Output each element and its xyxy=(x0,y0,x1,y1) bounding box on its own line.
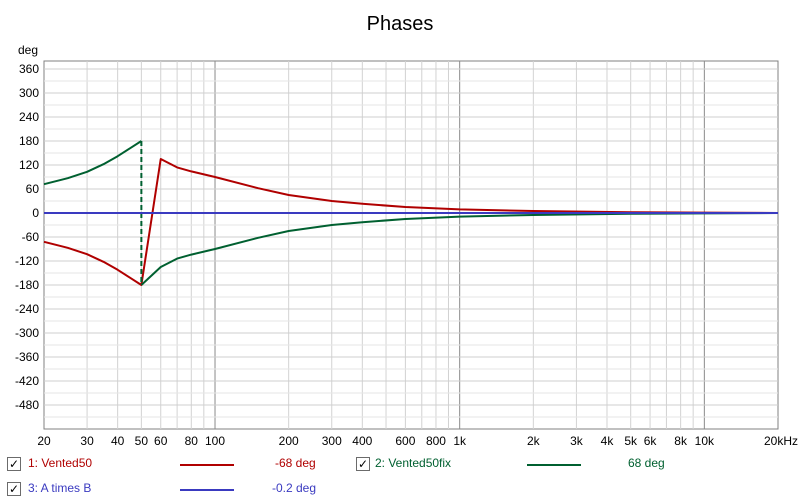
x-tick-label: 100 xyxy=(205,434,225,448)
series-2-swatch xyxy=(527,464,581,466)
series-3-checkbox[interactable]: ✓ xyxy=(7,482,21,496)
x-tick-label: 50 xyxy=(135,434,149,448)
series-2-checkbox[interactable]: ✓ xyxy=(356,457,370,471)
y-tick-label: 0 xyxy=(32,206,39,220)
phase-chart: Phases deg 360300240180120600-60-120-180… xyxy=(15,13,798,448)
y-tick-label: -360 xyxy=(15,350,39,364)
x-tick-label: 4k xyxy=(601,434,615,448)
y-tick-label: -420 xyxy=(15,374,39,388)
y-tick-label: -180 xyxy=(15,278,39,292)
x-tick-label: 300 xyxy=(322,434,342,448)
series-3-swatch xyxy=(180,489,234,491)
x-tick-label: 5k xyxy=(624,434,638,448)
y-tick-label: -60 xyxy=(22,230,40,244)
y-tick-label: 180 xyxy=(19,134,39,148)
x-tick-label: 40 xyxy=(111,434,125,448)
x-tick-label: 3k xyxy=(570,434,584,448)
series-2-value: 68 deg xyxy=(628,456,665,470)
series-1-checkbox[interactable]: ✓ xyxy=(7,457,21,471)
plot-area[interactable] xyxy=(43,60,779,430)
series-3-name: 3: A times B xyxy=(28,481,92,495)
y-tick-label: 300 xyxy=(19,86,39,100)
series-2-line xyxy=(43,140,142,186)
x-tick-label: 6k xyxy=(644,434,658,448)
series-3-value: -0.2 deg xyxy=(272,481,317,495)
x-tick-label: 30 xyxy=(80,434,94,448)
x-tick-label: 20 xyxy=(37,434,51,448)
x-tick-label: 10k xyxy=(695,434,715,448)
legend-row-2: ✓ 3: A times B -0.2 deg xyxy=(0,479,800,501)
series-1-name: 1: Vented50 xyxy=(28,456,93,470)
x-tick-label: 200 xyxy=(279,434,299,448)
series-1-value: -68 deg xyxy=(275,456,316,470)
chart-title: Phases xyxy=(367,13,434,35)
series-2-name: 2: Vented50fix xyxy=(375,456,452,470)
x-tick-label: 8k xyxy=(674,434,688,448)
x-tick-label: 80 xyxy=(185,434,199,448)
y-tick-label: 60 xyxy=(26,182,40,196)
y-tick-label: 240 xyxy=(19,110,39,124)
x-tick-label: 20kHz xyxy=(764,434,798,448)
x-tick-label: 2k xyxy=(527,434,541,448)
y-tick-label: -480 xyxy=(15,398,39,412)
y-tick-label: 120 xyxy=(19,158,39,172)
legend-row-1: ✓ 1: Vented50 -68 deg ✓ 2: Vented50fix 6… xyxy=(0,454,800,476)
x-tick-label: 800 xyxy=(426,434,446,448)
series-2-line xyxy=(140,212,779,286)
x-tick-label: 400 xyxy=(352,434,372,448)
y-axis-unit-label: deg xyxy=(18,43,38,57)
x-tick-label: 1k xyxy=(453,434,467,448)
y-tick-label: -300 xyxy=(15,326,39,340)
series-1-line xyxy=(43,158,779,286)
y-tick-label: -120 xyxy=(15,254,39,268)
y-tick-label: 360 xyxy=(19,62,39,76)
series-1-swatch xyxy=(180,464,234,466)
x-tick-label: 60 xyxy=(154,434,168,448)
y-tick-label: -240 xyxy=(15,302,39,316)
x-tick-label: 600 xyxy=(395,434,415,448)
